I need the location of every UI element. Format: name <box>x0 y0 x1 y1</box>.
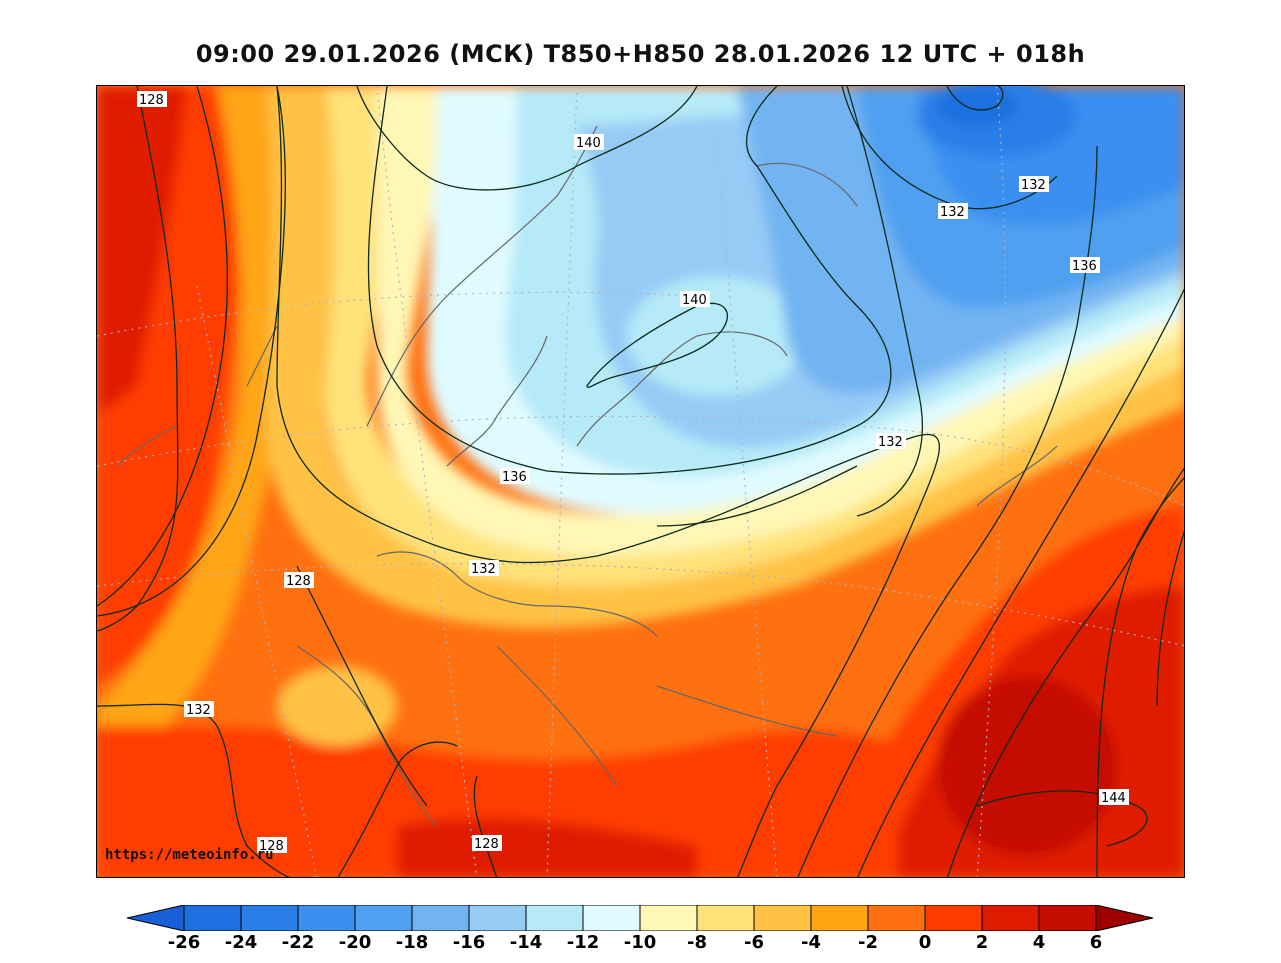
colorbar <box>127 905 1154 931</box>
colorbar-cell <box>582 905 641 931</box>
colorbar-cell <box>354 905 413 931</box>
contour-label: 128 <box>284 572 314 589</box>
map-canvas: 128 140 132 132 136 140 132 136 132 128 … <box>97 86 1184 877</box>
contour-label: 144 <box>1099 789 1129 806</box>
colorbar-under-triangle <box>127 905 185 931</box>
colorbar-tick-label: -4 <box>801 932 821 953</box>
contour-label: 132 <box>938 203 968 220</box>
colorbar-tick-label: -20 <box>338 932 372 953</box>
colorbar-tick-label: -10 <box>623 932 657 953</box>
contour-label: 132 <box>184 701 214 718</box>
colorbar-tick-label: 4 <box>1032 932 1046 953</box>
grid-lines <box>97 86 1184 877</box>
colorbar-tick-label: 2 <box>975 932 989 953</box>
colorbar-tick-label: -2 <box>858 932 878 953</box>
colorbar-cell <box>924 905 983 931</box>
svg-text:140: 140 <box>576 136 601 151</box>
temperature-map: 128 140 132 132 136 140 132 136 132 128 … <box>96 85 1185 878</box>
colorbar-cell <box>753 905 812 931</box>
svg-text:128: 128 <box>259 839 284 854</box>
colorbar-cell <box>867 905 926 931</box>
colorbar-cell <box>411 905 470 931</box>
chart-title: 09:00 29.01.2026 (МСК) T850+H850 28.01.2… <box>195 40 1086 68</box>
colorbar-tick-label: -8 <box>687 932 707 953</box>
contour-label: 128 <box>137 91 167 108</box>
colorbar-tick-label: -6 <box>744 932 764 953</box>
contour-labels: 128 140 132 132 136 140 132 136 132 128 … <box>137 91 1129 854</box>
credit-link[interactable]: https://meteoinfo.ru <box>105 847 274 863</box>
colorbar-tick-label: -22 <box>281 932 315 953</box>
contour-label: 136 <box>1070 257 1100 274</box>
colorbar-tick-label: 0 <box>918 932 932 953</box>
contour-label: 136 <box>500 468 530 485</box>
colorbar-tick-label: -26 <box>167 932 201 953</box>
svg-text:132: 132 <box>878 435 903 450</box>
contour-label: 128 <box>472 835 502 852</box>
colorbar-cell <box>183 905 242 931</box>
colorbar-tick-label: -16 <box>452 932 486 953</box>
contour-label: 140 <box>574 134 604 151</box>
colorbar-cell <box>981 905 1040 931</box>
contour-label: 128 <box>257 837 287 854</box>
colorbar-cell <box>525 905 584 931</box>
svg-text:128: 128 <box>474 837 499 852</box>
colorbar-cell <box>240 905 299 931</box>
colorbar-cell <box>810 905 869 931</box>
svg-text:128: 128 <box>286 574 311 589</box>
svg-text:132: 132 <box>186 703 211 718</box>
colorbar-cell <box>1038 905 1097 931</box>
colorbar-tick-label: -12 <box>566 932 600 953</box>
contour-label: 132 <box>876 433 906 450</box>
svg-text:144: 144 <box>1101 791 1126 806</box>
colorbar-tick-label: 6 <box>1089 932 1103 953</box>
height-contours <box>97 86 1184 877</box>
colorbar-cell <box>468 905 527 931</box>
colorbar-tick-label: -14 <box>509 932 543 953</box>
svg-text:132: 132 <box>471 562 496 577</box>
svg-text:132: 132 <box>1021 178 1046 193</box>
colorbar-over-triangle <box>1095 905 1154 931</box>
coastlines <box>116 125 1058 827</box>
svg-text:140: 140 <box>682 293 707 308</box>
colorbar-tick-label: -18 <box>395 932 429 953</box>
colorbar-cell <box>297 905 356 931</box>
contour-label: 140 <box>680 291 710 308</box>
svg-text:136: 136 <box>1072 259 1097 274</box>
colorbar-cell <box>696 905 755 931</box>
svg-text:128: 128 <box>139 93 164 108</box>
contour-label: 132 <box>1019 176 1049 193</box>
contour-label: 132 <box>469 560 499 577</box>
colorbar-tick-label: -24 <box>224 932 258 953</box>
svg-text:132: 132 <box>940 205 965 220</box>
svg-text:136: 136 <box>502 470 527 485</box>
colorbar-cell <box>639 905 698 931</box>
